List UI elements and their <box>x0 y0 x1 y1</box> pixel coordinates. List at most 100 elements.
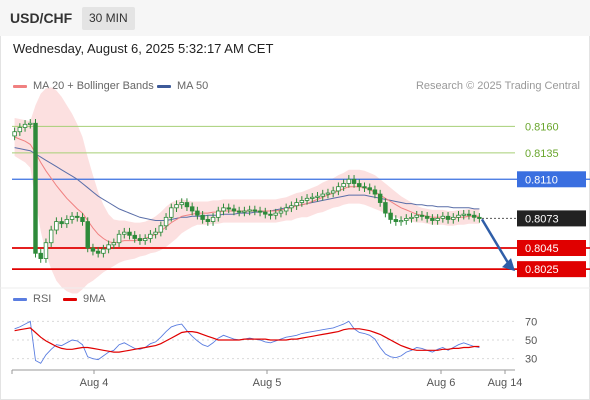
candle-body <box>122 231 127 235</box>
candle-body <box>195 210 200 216</box>
ma50-line <box>14 147 480 221</box>
candle-body <box>158 225 164 233</box>
legend-bb: MA 20 + Bollinger Bands <box>13 80 154 92</box>
candle-body <box>435 217 440 221</box>
candle-body <box>388 212 393 220</box>
candle-body <box>283 207 289 212</box>
candle-body <box>236 210 242 213</box>
candle-body <box>247 209 252 212</box>
candle-body <box>252 209 258 212</box>
candle-body <box>111 242 117 246</box>
candle-body <box>48 229 54 244</box>
last-price-tag: 0.8073 <box>525 213 559 225</box>
legend-9ma-label: 9MA <box>83 293 106 305</box>
candle-body <box>299 200 305 203</box>
candle-body <box>148 233 153 239</box>
candle-body <box>231 208 237 212</box>
candle-body <box>85 221 90 249</box>
candle-body <box>404 217 409 221</box>
symbol-title: USD/CHF <box>10 10 73 26</box>
candle-body <box>341 183 346 188</box>
candle-body <box>22 123 28 128</box>
legend-ma50-swatch <box>157 84 171 88</box>
forecast-arrow-shaft <box>480 218 512 267</box>
legend-rsi-swatch <box>13 297 27 301</box>
candle-body <box>137 238 143 242</box>
candle-body <box>226 207 231 210</box>
candle-body <box>169 207 174 218</box>
candle-body <box>393 219 399 222</box>
candle-body <box>273 212 278 216</box>
bollinger-band <box>14 87 480 294</box>
candle-body <box>38 252 43 259</box>
candle-body <box>205 219 211 222</box>
candle-body <box>127 231 132 236</box>
candle-body <box>346 178 352 184</box>
candle-body <box>430 217 435 221</box>
candle-body <box>466 213 472 216</box>
candle-body <box>409 216 414 219</box>
candle-body <box>132 234 137 239</box>
ma20-line <box>14 136 480 244</box>
candle-body <box>451 216 456 220</box>
candle-body <box>69 215 75 220</box>
candle-body <box>142 238 148 242</box>
candle-body <box>90 247 96 252</box>
candle-body <box>268 213 273 216</box>
candle-body <box>336 186 341 192</box>
forecast-arrow-head <box>502 258 515 272</box>
legend-ma50-label: MA 50 <box>177 80 209 92</box>
candle-body <box>263 211 268 215</box>
legend-9ma: 9MA <box>63 293 106 305</box>
candle-body <box>179 202 184 206</box>
candle-body <box>257 210 263 213</box>
candle-body <box>461 213 466 216</box>
candle-body <box>216 210 221 218</box>
level-tag-0.8045: 0.8045 <box>525 243 559 255</box>
candle-body <box>372 189 378 195</box>
candle-body <box>289 205 294 209</box>
candle-body <box>17 127 23 133</box>
x-tick-Aug 5: Aug 5 <box>253 377 282 389</box>
candle-body <box>28 122 33 125</box>
candle-body <box>320 193 325 197</box>
research-credit: Research © 2025 Trading Central <box>415 80 580 92</box>
candle-body <box>210 216 216 222</box>
candle-body <box>80 216 85 222</box>
level-tag-0.8025: 0.8025 <box>525 264 559 276</box>
rsi-tick-50: 50 <box>525 335 537 347</box>
legend-rsi: RSI <box>13 293 51 305</box>
candle-body <box>419 214 425 217</box>
timeframe-button[interactable]: 30 MIN <box>82 7 135 30</box>
header-bar: USD/CHF 30 MIN <box>0 0 590 36</box>
candle-body <box>153 231 158 235</box>
level-tag-bg-0.8110 <box>517 171 586 188</box>
candle-body <box>101 248 106 254</box>
legend-9ma-swatch <box>63 297 77 301</box>
rsi-line <box>14 320 480 364</box>
candle-body <box>414 214 419 218</box>
level-tag-0.8160: 0.8160 <box>525 121 559 133</box>
legend-bb-label: MA 20 + Bollinger Bands <box>33 80 154 92</box>
legend-rsi-label: RSI <box>33 293 52 305</box>
candle-body <box>43 242 49 259</box>
candle-body <box>445 215 451 220</box>
candle-body <box>54 221 59 231</box>
candle-body <box>330 190 336 194</box>
candle-body <box>304 197 310 201</box>
candle-body <box>357 183 362 188</box>
x-tick-Aug 6: Aug 6 <box>427 377 456 389</box>
candle-body <box>377 193 383 203</box>
candle-body <box>64 219 70 225</box>
legend-bb-swatch <box>13 84 27 88</box>
level-tag-0.8110: 0.8110 <box>525 174 558 186</box>
level-tag-0.8135: 0.8135 <box>525 148 559 160</box>
candle-body <box>351 178 357 184</box>
candle-body <box>278 210 284 214</box>
candle-body <box>189 206 195 212</box>
candle-body <box>184 202 190 208</box>
candle-body <box>367 187 372 191</box>
candle-body <box>362 186 367 189</box>
legend-ma50: MA 50 <box>157 80 208 92</box>
